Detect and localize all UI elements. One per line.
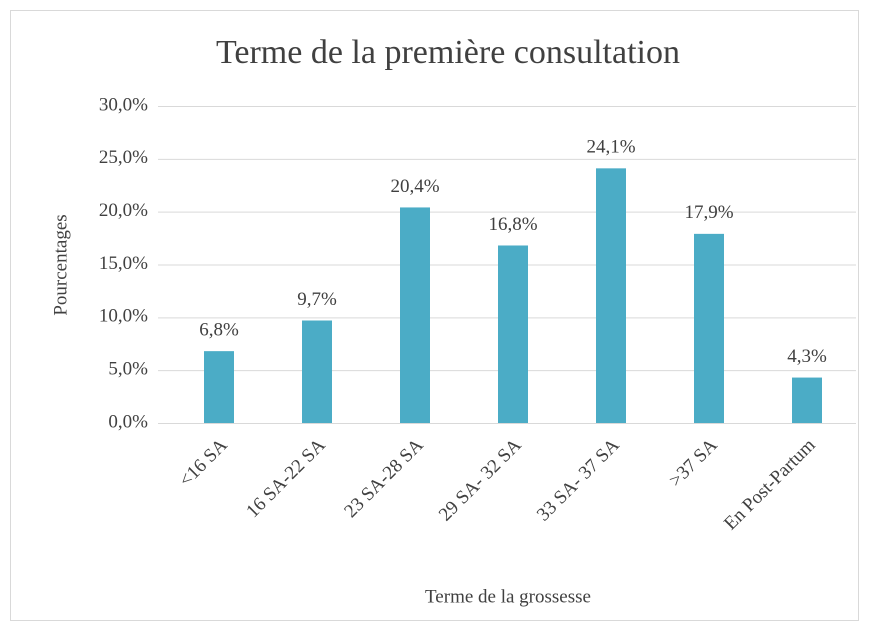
chart-title: Terme de la première consultation <box>216 34 680 71</box>
y-tick-label: 15,0% <box>99 253 148 274</box>
value-label: 4,3% <box>787 346 827 367</box>
bar <box>694 233 724 423</box>
y-tick-label: 30,0% <box>99 94 148 115</box>
y-tick-label: 10,0% <box>99 306 148 327</box>
bar <box>596 168 626 423</box>
y-tick-label: 20,0% <box>99 200 148 221</box>
bar <box>302 320 332 423</box>
y-axis-label: Pourcentages <box>50 214 71 315</box>
value-label: 16,8% <box>488 214 537 235</box>
value-label: 24,1% <box>586 137 635 158</box>
bar <box>498 245 528 423</box>
bar <box>792 377 822 423</box>
y-tick-label: 0,0% <box>108 411 148 432</box>
bar <box>400 207 430 423</box>
y-tick-label: 5,0% <box>108 359 148 380</box>
bar <box>204 351 234 423</box>
value-label: 17,9% <box>684 202 733 223</box>
y-tick-label: 25,0% <box>99 147 148 168</box>
value-label: 6,8% <box>199 320 239 341</box>
x-axis-label: Terme de la grossesse <box>425 586 591 607</box>
value-label: 20,4% <box>390 176 439 197</box>
value-label: 9,7% <box>297 289 337 310</box>
